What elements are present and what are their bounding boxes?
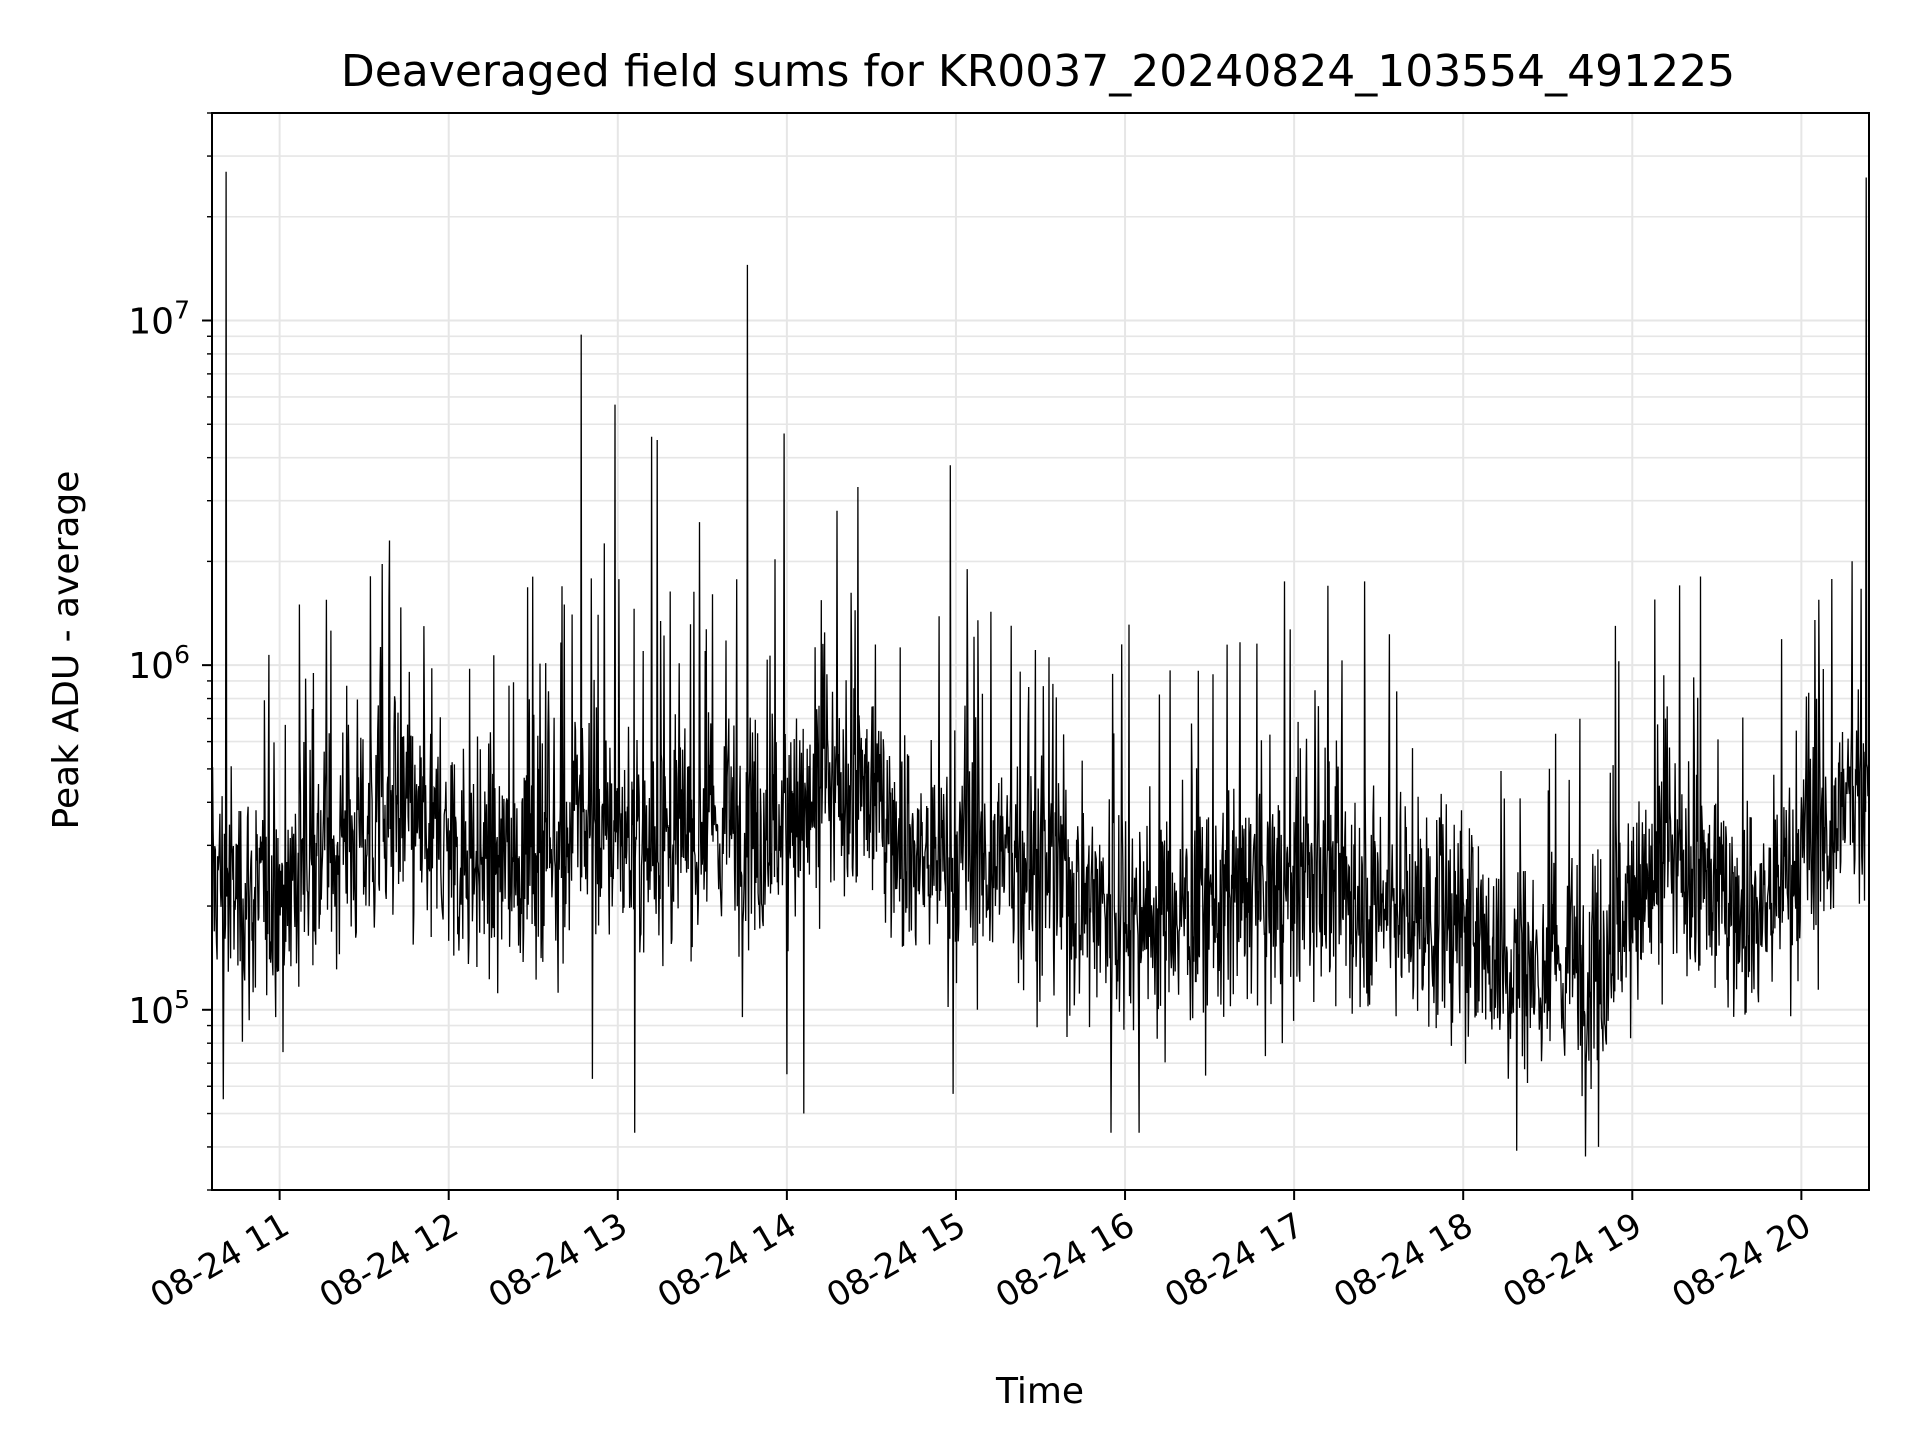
x-axis-label: Time <box>995 1371 1084 1412</box>
y-tick-label: 107 <box>128 295 190 342</box>
y-tick-label: 106 <box>128 640 190 687</box>
y-tick-label: 105 <box>128 985 190 1032</box>
y-axis-label: Peak ADU - average <box>46 471 87 830</box>
series-polyline <box>211 171 1870 1157</box>
series-line <box>211 171 1870 1157</box>
chart-title: Deaveraged field sums for KR0037_2024082… <box>341 46 1735 97</box>
plot-frame <box>211 112 1870 1191</box>
